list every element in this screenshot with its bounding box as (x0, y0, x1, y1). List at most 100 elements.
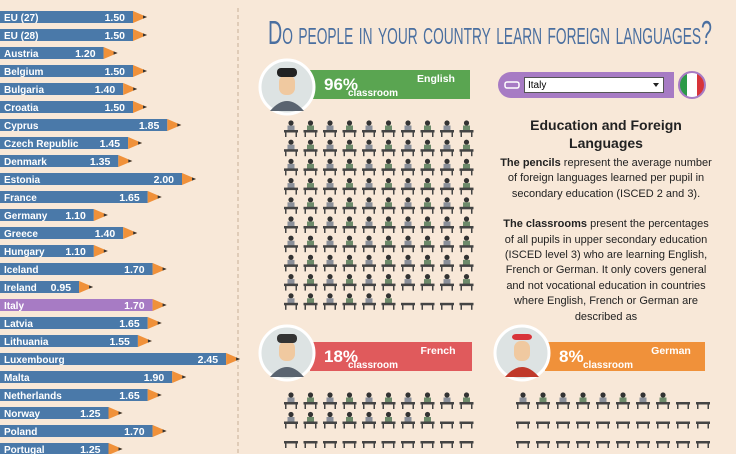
pencil-body (0, 353, 227, 365)
desk (401, 130, 415, 133)
student-body (579, 397, 587, 403)
desk-leg (373, 170, 375, 176)
desk-leg (432, 151, 434, 157)
student-head (346, 178, 353, 184)
student-head (327, 216, 333, 222)
desk (459, 283, 474, 287)
avatar-body (505, 367, 539, 377)
student-body (463, 183, 470, 189)
desk-leg (441, 189, 443, 195)
desk (284, 421, 298, 424)
pencil-body (0, 407, 109, 419)
desk (381, 421, 396, 424)
desk-leg (315, 404, 317, 409)
value-label: 0.95 (51, 282, 72, 294)
student-body (326, 240, 334, 246)
desk (342, 441, 357, 444)
pencil-body (0, 281, 80, 293)
desk-leg (537, 443, 539, 448)
pencil-body (0, 29, 133, 41)
desk (420, 245, 435, 248)
desk-leg (334, 304, 336, 310)
student-body (346, 417, 353, 422)
desk-leg (627, 404, 629, 409)
desk-leg (432, 189, 434, 195)
desk-leg (382, 247, 384, 253)
desk-leg (343, 304, 345, 310)
student-body (539, 397, 547, 403)
category-label: Cyprus (4, 121, 39, 132)
desk-leg (324, 132, 326, 137)
desk-leg (432, 132, 434, 137)
desk-leg (402, 285, 404, 291)
country-selector[interactable]: Italy (498, 72, 674, 98)
desk-leg (597, 423, 599, 429)
desk-leg (363, 228, 365, 233)
student-body (404, 397, 412, 403)
pencil-lead (138, 141, 143, 145)
desk-leg (547, 404, 549, 409)
student-head (346, 392, 353, 398)
pencil-lead (113, 51, 118, 55)
desk-leg (471, 132, 473, 137)
student-head (580, 392, 586, 398)
pencil-body (0, 191, 148, 203)
student-head (366, 392, 372, 398)
desk-leg (402, 404, 404, 409)
desk-leg (304, 304, 306, 310)
desk-leg (451, 151, 453, 157)
desk (323, 130, 337, 133)
desk-leg (421, 404, 423, 409)
pencil-lead (103, 249, 108, 253)
student-body (287, 240, 295, 246)
desk-leg (343, 423, 345, 429)
student-head (444, 216, 450, 222)
desk-leg (607, 404, 609, 409)
pencil-body (0, 425, 153, 437)
desk-leg (334, 170, 336, 176)
dropdown[interactable]: Italy (524, 77, 664, 93)
student-head (463, 392, 470, 398)
desk-leg (295, 228, 297, 233)
desk (381, 187, 396, 191)
pencil-lead (128, 159, 133, 163)
desk (440, 187, 454, 191)
pencil-lead (133, 87, 138, 91)
pencil-tip (137, 335, 152, 347)
student-head (288, 197, 294, 203)
student-body (326, 417, 334, 422)
desk (362, 226, 376, 229)
desk (381, 283, 396, 287)
pencil-body (0, 209, 94, 221)
desk-leg (363, 208, 365, 214)
student-head (366, 235, 372, 241)
category-label: Iceland (4, 265, 38, 276)
desk-leg (471, 423, 473, 429)
desk-leg (382, 423, 384, 429)
desk-leg (382, 170, 384, 176)
student-body (326, 397, 334, 403)
desk-leg (707, 443, 709, 448)
student-head (463, 254, 470, 260)
desk (440, 441, 454, 444)
desk (303, 130, 318, 133)
category-label: Norway (4, 409, 41, 420)
pencil-body (0, 173, 182, 185)
desk-leg (285, 285, 287, 291)
value-label: 1.25 (80, 444, 101, 454)
desk (420, 187, 435, 191)
student-body (424, 144, 431, 150)
student-body (443, 202, 451, 208)
desk-leg (687, 443, 689, 448)
student-body (365, 202, 373, 208)
desk (459, 168, 474, 171)
desk-leg (432, 208, 434, 214)
desk-leg (295, 404, 297, 409)
student-body (346, 279, 353, 285)
pencil-tip (128, 137, 143, 149)
desk-leg (451, 443, 453, 448)
student-body (599, 397, 607, 403)
pencil-body (0, 227, 124, 239)
desk (420, 206, 435, 210)
student-body (307, 163, 314, 169)
